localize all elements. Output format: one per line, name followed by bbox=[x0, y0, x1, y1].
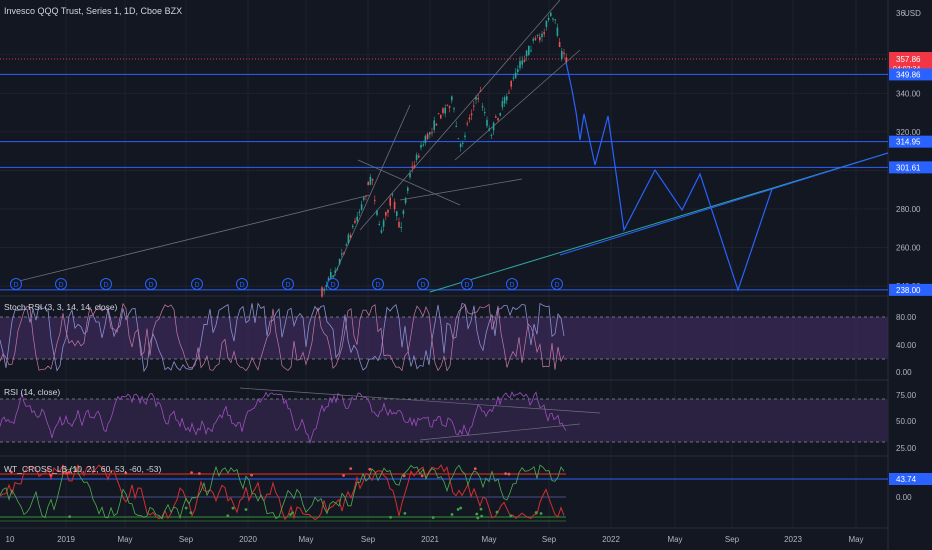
wt-line bbox=[0, 464, 565, 521]
dividend-label-1: D bbox=[58, 282, 63, 289]
dividend-label-12: D bbox=[554, 282, 559, 289]
trend-lines[interactable] bbox=[14, 0, 581, 286]
dividend-marker-5[interactable] bbox=[236, 278, 248, 290]
projection-path[interactable] bbox=[565, 61, 773, 292]
projection-trendline[interactable] bbox=[559, 152, 889, 256]
dividend-marker-10[interactable] bbox=[461, 278, 473, 290]
price-tick-1: 340.00 bbox=[896, 89, 921, 98]
rsi-pane[interactable]: RSI (14, close) bbox=[0, 387, 888, 445]
dividend-label-3: D bbox=[148, 282, 153, 289]
dividend-label-4: D bbox=[194, 282, 199, 289]
wt-title: WT_CROSS_LB (10, 21, 60, 53, -60, -53) bbox=[4, 464, 161, 474]
dividend-label-2: D bbox=[103, 282, 108, 289]
dividend-label-9: D bbox=[420, 282, 425, 289]
dividend-marker-8[interactable] bbox=[372, 278, 384, 290]
time-label-8: May bbox=[481, 535, 496, 544]
level-label-0: 349.86 bbox=[896, 70, 921, 79]
symbol-title: Invesco QQQ Trust, Series 1, 1D, Cboe BZ… bbox=[4, 6, 182, 16]
time-label-5: May bbox=[298, 535, 313, 544]
rsi-tick-50: 50.00 bbox=[896, 417, 917, 426]
wt-cross-pane[interactable]: WT_CROSS_LB (10, 21, 60, 53, -60, -53) bbox=[0, 464, 888, 522]
dividend-marker-4[interactable] bbox=[191, 278, 203, 290]
stoch-tick-80: 80.00 bbox=[896, 313, 917, 322]
time-label-11: May bbox=[667, 535, 682, 544]
dividend-label-7: D bbox=[330, 282, 335, 289]
wt-level-label: 43.74 bbox=[896, 475, 917, 484]
stoch-d-line bbox=[0, 302, 565, 372]
level-label-3: 238.00 bbox=[896, 286, 921, 295]
time-label-1: 2019 bbox=[57, 535, 75, 544]
dividend-marker-1[interactable] bbox=[55, 278, 67, 290]
time-label-14: May bbox=[848, 535, 863, 544]
wt-tick-0: 0.00 bbox=[896, 493, 912, 502]
dividend-marker-9[interactable] bbox=[417, 278, 429, 290]
dividend-label-11: D bbox=[509, 282, 514, 289]
rsi-title: RSI (14, close) bbox=[4, 387, 60, 397]
level-badge-0 bbox=[889, 68, 932, 81]
current-price-label: 357.86 bbox=[896, 55, 921, 64]
dividend-label-10: D bbox=[464, 282, 469, 289]
level-badge-1 bbox=[889, 135, 932, 148]
level-badge-3 bbox=[889, 283, 932, 296]
time-label-13: 2023 bbox=[784, 535, 802, 544]
price-tick-4: 280.00 bbox=[896, 205, 921, 214]
currency-label[interactable]: USD bbox=[904, 9, 921, 18]
rsi-tick-75: 75.00 bbox=[896, 391, 917, 400]
level-badge-2 bbox=[889, 161, 932, 174]
rsi-band bbox=[0, 399, 888, 442]
dividend-label-6: D bbox=[285, 282, 290, 289]
time-label-9: Sep bbox=[542, 535, 557, 544]
horizontal-levels[interactable] bbox=[0, 73, 888, 291]
stoch-rsi-pane[interactable]: Stoch RSI (3, 3, 14, 14, close) bbox=[0, 302, 888, 373]
time-label-10: 2022 bbox=[602, 535, 620, 544]
dividend-marker-3[interactable] bbox=[145, 278, 157, 290]
rsi-trendlines[interactable] bbox=[239, 387, 601, 441]
time-label-12: Sep bbox=[725, 535, 740, 544]
level-label-1: 314.95 bbox=[896, 138, 921, 147]
price-axis[interactable]: 36 USD 360.00340.00320.00300.00280.00260… bbox=[889, 0, 932, 550]
dividend-marker-2[interactable] bbox=[100, 278, 112, 290]
time-label-4: 2020 bbox=[239, 535, 257, 544]
stoch-title: Stoch RSI (3, 3, 14, 14, close) bbox=[4, 302, 118, 312]
dividend-marker-11[interactable] bbox=[506, 278, 518, 290]
dividend-marker-6[interactable] bbox=[282, 278, 294, 290]
price-tick-5: 260.00 bbox=[896, 244, 921, 253]
price-axis-top-label: 36 bbox=[896, 9, 905, 18]
wt-level-badge bbox=[889, 473, 932, 485]
rsi-tick-25: 25.00 bbox=[896, 444, 917, 453]
stoch-k-line bbox=[0, 302, 565, 373]
wt-cross-dots bbox=[10, 467, 543, 520]
price-tick-2: 320.00 bbox=[896, 128, 921, 137]
price-pane[interactable]: D D D D D D D D D D D D D Invesco QQQ Trust, Series … bbox=[0, 0, 889, 298]
dividend-marker-7[interactable] bbox=[327, 278, 339, 290]
time-label-7: 2021 bbox=[421, 535, 439, 544]
dividend-marker-12[interactable] bbox=[551, 278, 563, 290]
support-trendline[interactable] bbox=[429, 152, 889, 293]
time-label-0: 10 bbox=[6, 535, 15, 544]
time-label-3: Sep bbox=[179, 535, 194, 544]
dividend-label-8: D bbox=[375, 282, 380, 289]
time-label-2: May bbox=[117, 535, 132, 544]
price-axis-bg bbox=[889, 0, 932, 550]
rsi-line bbox=[0, 391, 567, 445]
time-axis[interactable]: 10 2019 May Sep 2020 May Sep 2021 May Sep 2022 May S… bbox=[6, 535, 864, 544]
stoch-tick-0: 0.00 bbox=[896, 368, 912, 377]
stoch-tick-40: 40.00 bbox=[896, 341, 917, 350]
level-label-2: 301.61 bbox=[896, 163, 921, 172]
dividend-label-5: D bbox=[239, 282, 244, 289]
dividend-marker-0[interactable] bbox=[10, 278, 22, 290]
dividend-label-0: D bbox=[13, 282, 18, 289]
time-label-6: Sep bbox=[361, 535, 376, 544]
wt-signal-line bbox=[0, 464, 565, 520]
